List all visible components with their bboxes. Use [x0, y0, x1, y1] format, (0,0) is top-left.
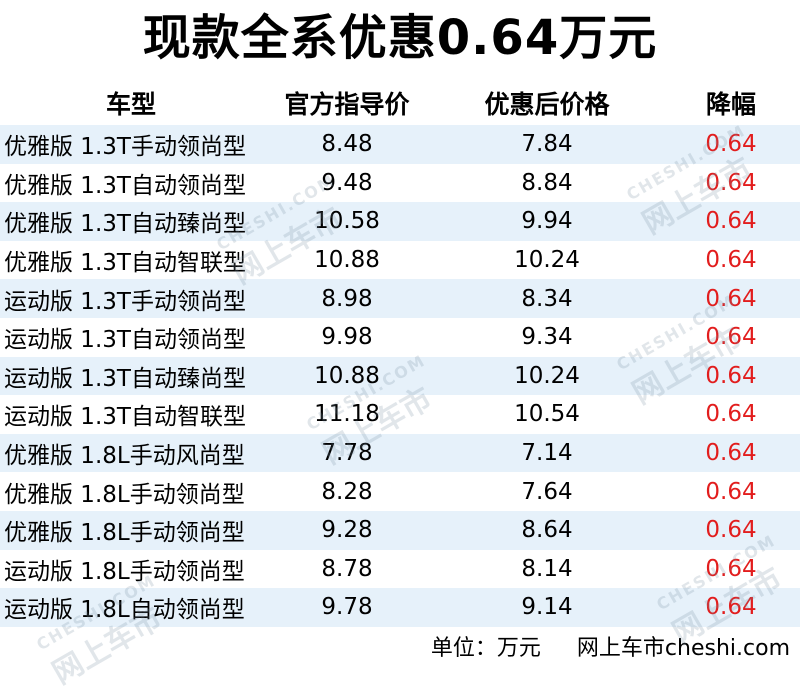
- cell-msrp: 9.48: [321, 169, 373, 196]
- table-row: 优雅版 1.8L手动领尚型 8.28 7.64 0.64: [0, 472, 800, 511]
- cell-model: 优雅版 1.8L手动领尚型: [4, 520, 245, 547]
- price-table: 车型 官方指导价 优惠后价格 降幅 优雅版 1.3T手动领尚型 8.48 7.84 0…: [0, 80, 800, 627]
- cell-discounted-price: 8.64: [521, 517, 573, 544]
- table-row: 优雅版 1.3T自动臻尚型 10.58 9.94 0.64: [0, 202, 800, 241]
- cell-model: 优雅版 1.3T自动领尚型: [4, 172, 246, 199]
- table-header: 车型 官方指导价 优惠后价格 降幅: [0, 80, 800, 125]
- cell-msrp: 10.58: [314, 208, 380, 235]
- header-model: 车型: [105, 89, 156, 119]
- cell-discount: 0.64: [705, 247, 757, 274]
- cell-msrp: 9.28: [321, 517, 373, 544]
- cell-discount: 0.64: [705, 478, 757, 505]
- cell-model: 优雅版 1.8L手动领尚型: [4, 481, 245, 508]
- cell-model: 运动版 1.3T手动领尚型: [4, 288, 246, 315]
- cell-msrp: 10.88: [314, 247, 380, 274]
- table-row: 优雅版 1.8L手动风尚型 7.78 7.14 0.64: [0, 433, 800, 473]
- cell-discounted-price: 7.64: [521, 478, 573, 505]
- cell-discount: 0.64: [705, 440, 757, 467]
- cell-discounted-price: 8.34: [521, 285, 573, 312]
- cell-msrp: 9.98: [321, 324, 373, 351]
- cell-discount: 0.64: [705, 555, 757, 582]
- source-label: 网上车市cheshi.com: [576, 636, 790, 661]
- cell-msrp: 10.88: [314, 362, 380, 389]
- cell-model: 优雅版 1.3T手动领尚型: [4, 134, 246, 161]
- table-row: 运动版 1.3T自动臻尚型 10.88 10.24 0.64: [0, 356, 800, 396]
- cell-discount: 0.64: [705, 362, 757, 389]
- cell-msrp: 7.78: [321, 440, 373, 467]
- table-body: 优雅版 1.3T手动领尚型 8.48 7.84 0.64 优雅版 1.3T自动领尚型 9.…: [0, 125, 800, 627]
- cell-model: 运动版 1.3T自动智联型: [4, 404, 246, 431]
- cell-msrp: 8.48: [321, 131, 373, 158]
- cell-msrp: 8.98: [321, 285, 373, 312]
- cell-discounted-price: 7.84: [521, 131, 573, 158]
- cell-discounted-price: 10.24: [514, 247, 580, 274]
- table-row: 运动版 1.3T自动智联型 11.18 10.54 0.64: [0, 395, 800, 434]
- cell-model: 运动版 1.8L手动领尚型: [4, 558, 245, 585]
- cell-discount: 0.64: [705, 324, 757, 351]
- table-row: 运动版 1.8L手动领尚型 8.78 8.14 0.64: [0, 550, 800, 589]
- cell-model: 优雅版 1.3T自动智联型: [4, 250, 246, 277]
- cell-discounted-price: 9.14: [521, 594, 573, 621]
- cell-discounted-price: 10.24: [514, 362, 580, 389]
- table-row: 优雅版 1.8L手动领尚型 9.28 8.64 0.64: [0, 510, 800, 550]
- cell-model: 运动版 1.8L自动领尚型: [4, 597, 245, 624]
- unit-label: 单位：万元: [430, 636, 541, 661]
- table-row: 运动版 1.3T自动领尚型 9.98 9.34 0.64: [0, 318, 800, 357]
- cell-msrp: 8.78: [321, 555, 373, 582]
- cell-discounted-price: 10.54: [514, 401, 580, 428]
- table-row: 优雅版 1.3T手动领尚型 8.48 7.84 0.64: [0, 125, 800, 164]
- cell-discount: 0.64: [705, 401, 757, 428]
- table-row: 优雅版 1.3T自动智联型 10.88 10.24 0.64: [0, 241, 800, 280]
- table-row: 运动版 1.8L自动领尚型 9.78 9.14 0.64: [0, 588, 800, 627]
- cell-msrp: 11.18: [314, 401, 380, 428]
- cell-discount: 0.64: [705, 169, 757, 196]
- table-row: 运动版 1.3T手动领尚型 8.98 8.34 0.64: [0, 279, 800, 318]
- cell-discount: 0.64: [705, 517, 757, 544]
- cell-discounted-price: 8.84: [521, 169, 573, 196]
- header-msrp: 官方指导价: [284, 89, 410, 119]
- table-row: 优雅版 1.3T自动领尚型 9.48 8.84 0.64: [0, 164, 800, 203]
- cell-discount: 0.64: [705, 594, 757, 621]
- cell-model: 运动版 1.3T自动领尚型: [4, 327, 246, 354]
- cell-discounted-price: 8.14: [521, 555, 573, 582]
- cell-discount: 0.64: [705, 131, 757, 158]
- footer: 单位：万元 网上车市cheshi.com: [0, 626, 800, 666]
- cell-msrp: 9.78: [321, 594, 373, 621]
- cell-discounted-price: 9.34: [521, 324, 573, 351]
- header-discount: 降幅: [705, 89, 756, 119]
- cell-model: 优雅版 1.8L手动风尚型: [4, 443, 245, 470]
- page-title: 现款全系优惠0.64万元: [142, 10, 658, 66]
- cell-model: 运动版 1.3T自动臻尚型: [4, 365, 246, 392]
- header-discounted-price: 优惠后价格: [484, 89, 610, 119]
- cell-discount: 0.64: [705, 285, 757, 312]
- cell-discounted-price: 9.94: [521, 208, 573, 235]
- cell-discount: 0.64: [705, 208, 757, 235]
- cell-model: 优雅版 1.3T自动臻尚型: [4, 211, 246, 238]
- cell-discounted-price: 7.14: [521, 440, 573, 467]
- cell-msrp: 8.28: [321, 478, 373, 505]
